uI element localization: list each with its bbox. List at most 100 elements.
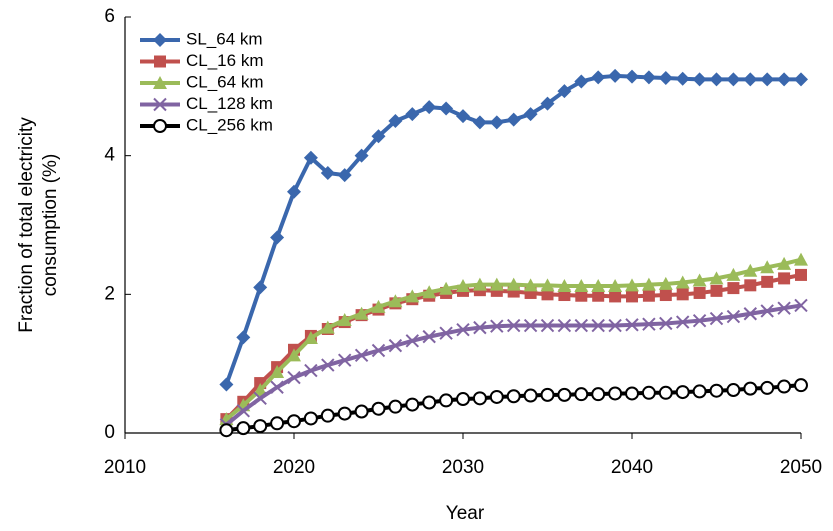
data-point	[287, 414, 301, 429]
data-point	[641, 70, 656, 85]
data-point	[726, 267, 741, 281]
data-point	[760, 72, 775, 87]
data-point	[439, 101, 454, 116]
legend-marker	[153, 97, 167, 112]
data-point	[303, 150, 318, 165]
data-point	[337, 168, 352, 183]
data-point	[675, 385, 690, 400]
data-point	[337, 406, 352, 421]
data-point	[541, 288, 554, 301]
data-point	[726, 383, 741, 398]
data-point	[354, 404, 369, 419]
x-tick-label: 2050	[780, 457, 822, 478]
data-point	[354, 306, 369, 320]
data-point	[456, 392, 470, 407]
data-point	[253, 391, 267, 406]
data-point	[320, 166, 335, 180]
data-point	[625, 318, 639, 332]
data-point	[489, 389, 504, 404]
legend-label: CL_128 km	[186, 94, 273, 113]
data-point	[760, 260, 775, 274]
data-point	[574, 74, 589, 89]
data-point	[658, 71, 673, 86]
data-point	[795, 268, 807, 281]
data-point	[523, 318, 538, 333]
data-point	[236, 421, 251, 436]
data-point	[490, 319, 504, 333]
data-point	[456, 279, 470, 293]
data-point	[472, 277, 487, 291]
data-point	[658, 276, 673, 290]
data-point	[270, 416, 285, 431]
data-point	[574, 318, 589, 333]
data-point	[456, 322, 470, 337]
data-point	[557, 84, 572, 99]
data-point	[472, 115, 487, 130]
data-point	[354, 348, 369, 363]
data-point	[744, 279, 757, 292]
data-point	[253, 419, 268, 434]
data-point	[591, 70, 606, 85]
data-point	[270, 364, 285, 378]
data-point	[558, 289, 571, 302]
data-point	[709, 271, 724, 285]
data-point	[642, 289, 655, 302]
legend-marker	[153, 119, 167, 133]
y-axis-label-line: consumption (%)	[40, 154, 61, 297]
data-point	[320, 408, 335, 423]
data-point	[608, 68, 623, 83]
data-point	[219, 377, 234, 392]
data-point	[489, 115, 504, 130]
data-point	[592, 289, 605, 302]
data-point	[591, 318, 605, 333]
data-point	[540, 96, 555, 111]
legend-label: CL_64 km	[186, 72, 263, 91]
data-point	[760, 380, 775, 395]
data-point	[743, 72, 758, 87]
y-tick-label: 4	[104, 145, 115, 166]
data-point	[608, 318, 622, 333]
data-point	[574, 279, 589, 293]
data-point	[778, 272, 791, 285]
data-point	[727, 282, 740, 295]
data-point	[557, 387, 572, 402]
data-point	[625, 278, 639, 292]
data-point	[693, 286, 706, 299]
legend-label: CL_16 km	[186, 51, 263, 70]
data-point	[794, 378, 808, 393]
data-point	[337, 353, 352, 367]
x-tick-label: 2020	[273, 457, 315, 478]
data-point	[557, 279, 572, 293]
data-point	[506, 318, 521, 333]
data-point	[777, 301, 791, 315]
data-point	[641, 277, 656, 291]
data-point	[709, 72, 724, 87]
data-point	[709, 311, 724, 326]
data-point	[405, 107, 420, 122]
data-point	[405, 397, 420, 412]
data-point	[422, 285, 437, 299]
data-point	[625, 386, 639, 401]
data-point	[692, 384, 707, 399]
data-point	[760, 304, 774, 318]
legend-label: CL_256 km	[186, 115, 273, 134]
data-point	[692, 313, 707, 328]
data-point	[743, 263, 758, 277]
data-point	[726, 72, 741, 87]
x-tick-label: 2040	[611, 457, 653, 478]
data-point	[777, 72, 792, 87]
legend-marker	[153, 76, 167, 89]
data-point	[591, 387, 606, 402]
data-point	[676, 288, 689, 301]
data-point	[794, 252, 808, 266]
data-point	[626, 290, 638, 303]
data-point	[709, 383, 724, 398]
data-point	[540, 387, 555, 402]
data-point	[371, 129, 386, 144]
data-point	[439, 393, 454, 408]
legend-marker	[154, 55, 166, 68]
data-point	[303, 331, 318, 345]
data-point	[287, 184, 301, 199]
data-point	[371, 299, 386, 313]
